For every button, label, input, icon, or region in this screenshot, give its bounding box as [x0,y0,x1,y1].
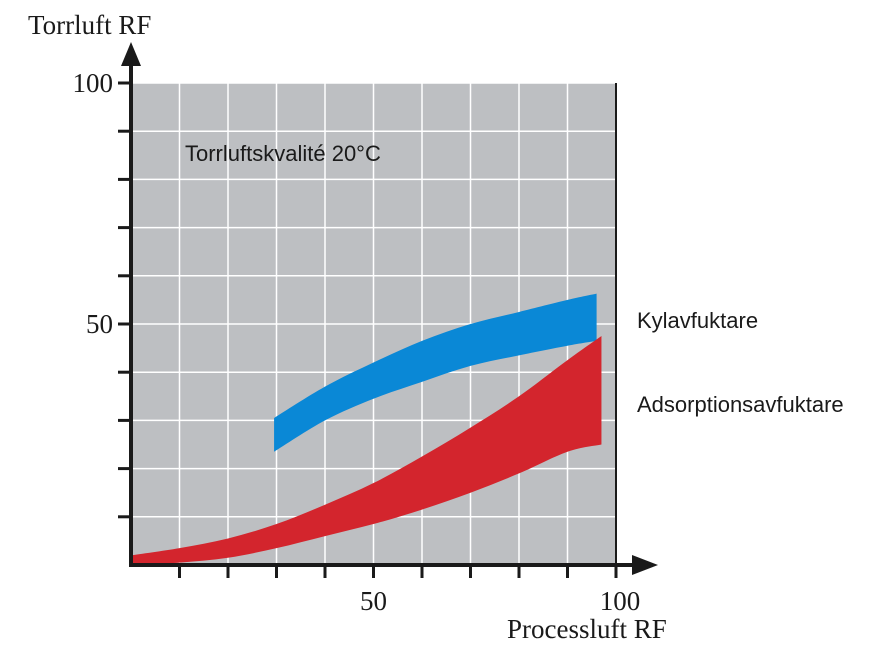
series-area-adsorptionsavfuktare [131,336,602,565]
x-tick-label-100: 100 [600,586,641,616]
y-axis-arrow [121,42,141,66]
series-area-kylavfuktare [274,293,597,452]
x-axis-label: Processluft RF [507,614,667,644]
series-label-adsorptionsavfuktare: Adsorptionsavfuktare [637,392,844,417]
y-tick-label-50: 50 [86,309,113,339]
x-tick-label-50: 50 [360,586,387,616]
tick-labels: 50 100 50 100 [73,68,641,616]
chart-annotation: Torrluftskvalité 20°C [185,141,381,166]
series-label-kylavfuktare: Kylavfuktare [637,308,758,333]
y-axis-label: Torrluft RF [28,10,151,40]
y-tick-label-100: 100 [73,68,114,98]
x-axis-arrow [632,555,658,575]
data-areas [131,293,602,565]
axes [121,42,658,575]
tick-marks [118,81,618,578]
